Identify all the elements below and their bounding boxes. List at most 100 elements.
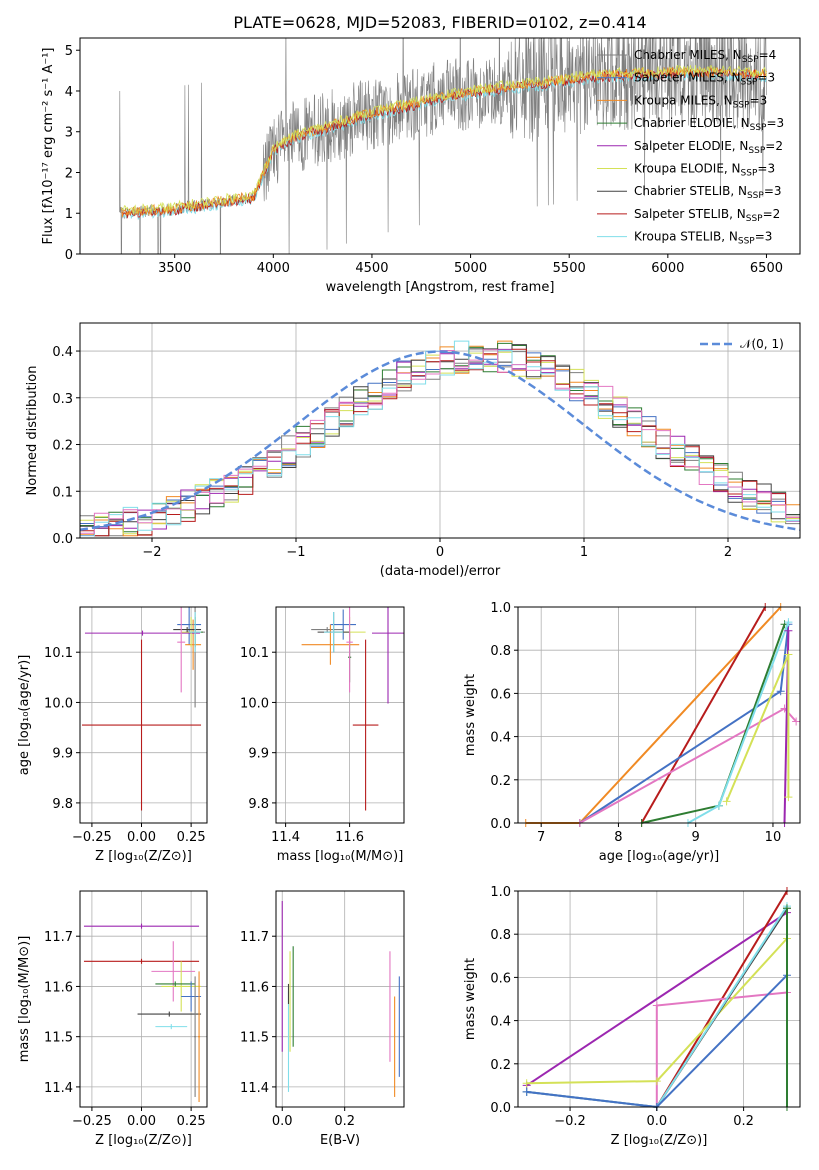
x-tick-label: 0.0 — [646, 1114, 667, 1129]
legend-label: Kroupa STELIB, NSSP=3 — [634, 230, 772, 247]
legend-sub: SSP — [748, 146, 765, 156]
legend-label: Salpeter ELODIE, NSSP=2 — [634, 139, 783, 156]
marker-plus — [782, 904, 791, 913]
marker-plus — [784, 650, 793, 659]
x-tick-label: 11.6 — [335, 830, 364, 845]
y-tick-label: 0.4 — [52, 345, 73, 360]
legend-label: 𝒩(0, 1) — [740, 337, 784, 351]
legend-sub: SSP — [750, 123, 767, 133]
x-tick-label: 6000 — [651, 261, 684, 276]
x-tick-label: 11.4 — [271, 830, 300, 845]
y-axis-label: Normed distribution — [25, 366, 40, 496]
x-tick-label: −2 — [142, 545, 161, 560]
x-tick-label: 2 — [724, 545, 732, 560]
legend-label: Salpeter STELIB, NSSP=2 — [634, 207, 780, 224]
y-tick-label: 2 — [65, 166, 73, 181]
x-tick-label: 6500 — [750, 261, 783, 276]
legend-label: Kroupa ELODIE, NSSP=3 — [634, 162, 775, 179]
y-tick-label: 0.6 — [490, 687, 511, 702]
y-tick-label: 1.0 — [490, 601, 511, 616]
y-tick-label: 10.1 — [44, 646, 73, 661]
marker-plus — [784, 793, 793, 802]
x-tick-label: 5000 — [454, 261, 487, 276]
y-tick-label: 3 — [65, 126, 73, 141]
legend-tail: =4 — [759, 48, 777, 62]
plot-area — [83, 923, 202, 1102]
x-axis-label: (data-model)/error — [380, 564, 501, 579]
x-tick-label: 5500 — [553, 261, 586, 276]
x-tick-label: 0.2 — [733, 1114, 754, 1129]
marker-plus — [722, 797, 731, 806]
axes-frame — [79, 606, 208, 824]
legend-tail: =3 — [755, 230, 773, 244]
y-axis-label: Flux [fλ10⁻¹⁷ erg cm⁻² s⁻¹ A⁻¹] — [41, 48, 56, 245]
y-tick-label: 1.0 — [490, 885, 511, 900]
x-tick-label: −0.25 — [72, 1114, 112, 1129]
y-tick-label: 11.7 — [240, 930, 269, 945]
x-axis-label: mass [log₁₀(M/M⊙)] — [277, 849, 404, 864]
y-tick-label: 0 — [65, 248, 73, 263]
legend-label: Chabrier ELODIE, NSSP=3 — [634, 116, 784, 133]
y-axis-label: mass weight — [463, 958, 478, 1040]
plot-area — [522, 887, 791, 1111]
x-tick-label: 0 — [436, 545, 444, 560]
spectrum-title: PLATE=0628, MJD=52083, FIBERID=0102, z=0… — [233, 13, 646, 32]
legend-tail: =3 — [764, 184, 782, 198]
plot-area — [301, 607, 404, 811]
y-tick-label: 0.6 — [490, 971, 511, 986]
x-tick-label: 3500 — [158, 261, 191, 276]
marker-plus — [784, 626, 793, 635]
plot-area — [119, 38, 767, 254]
marker-plus — [776, 687, 785, 696]
y-tick-label: 9.9 — [52, 747, 73, 762]
axes-frame — [517, 890, 801, 1108]
y-tick-label: 9.9 — [248, 747, 269, 762]
axes-frame — [79, 37, 801, 255]
legend-tail: =2 — [765, 139, 783, 153]
y-tick-label: 4 — [65, 85, 73, 100]
x-tick-label: 0.00 — [127, 1114, 156, 1129]
x-tick-label: 4500 — [355, 261, 388, 276]
histogram-step-line — [80, 349, 800, 534]
y-tick-label: 0.2 — [490, 1058, 511, 1073]
legend-sub: SSP — [741, 78, 758, 88]
y-axis-label: age [log₁₀(age/yr)] — [17, 655, 32, 776]
x-tick-label: 1 — [580, 545, 588, 560]
model-spectrum-line — [121, 64, 767, 215]
y-tick-label: 0.2 — [52, 439, 73, 454]
legend-sub: SSP — [738, 237, 755, 247]
y-tick-label: 9.8 — [248, 797, 269, 812]
y-axis-label: mass weight — [463, 674, 478, 756]
y-tick-label: 0.0 — [490, 817, 511, 832]
x-axis-label: E(B-V) — [320, 1133, 360, 1148]
x-axis-label: wavelength [Angstrom, rest frame] — [326, 280, 555, 295]
mass-weight-line — [526, 911, 788, 1087]
marker-plus — [784, 618, 793, 627]
x-tick-label: −1 — [286, 545, 305, 560]
y-tick-label: 11.6 — [44, 980, 73, 995]
y-tick-label: 0.2 — [490, 774, 511, 789]
mass-weight-line — [640, 606, 767, 824]
x-tick-label: −0.25 — [72, 830, 112, 845]
legend-tail: =3 — [750, 93, 768, 107]
y-axis-label: mass [log₁₀(M/M⊙)] — [17, 936, 32, 1063]
axes-frame — [275, 606, 405, 824]
legend-sub: SSP — [746, 214, 763, 224]
marker-plus — [522, 1079, 531, 1088]
y-tick-label: 11.7 — [44, 930, 73, 945]
y-tick-label: 0.1 — [52, 485, 73, 500]
x-axis-label: Z [log₁₀(Z/Z⊙)] — [95, 849, 192, 864]
plot-area — [81, 607, 206, 811]
plot-area — [281, 901, 400, 1097]
x-axis-label: Z [log₁₀(Z/Z⊙)] — [95, 1133, 192, 1148]
y-tick-label: 11.5 — [240, 1031, 269, 1046]
y-tick-label: 11.4 — [240, 1081, 269, 1096]
y-tick-label: 9.8 — [52, 797, 73, 812]
y-tick-label: 5 — [65, 44, 73, 59]
y-tick-label: 0.8 — [490, 928, 511, 943]
x-tick-label: 0.0 — [272, 1114, 293, 1129]
y-tick-label: 11.4 — [44, 1081, 73, 1096]
marker-plus — [714, 801, 723, 810]
x-tick-label: 8 — [614, 830, 622, 845]
